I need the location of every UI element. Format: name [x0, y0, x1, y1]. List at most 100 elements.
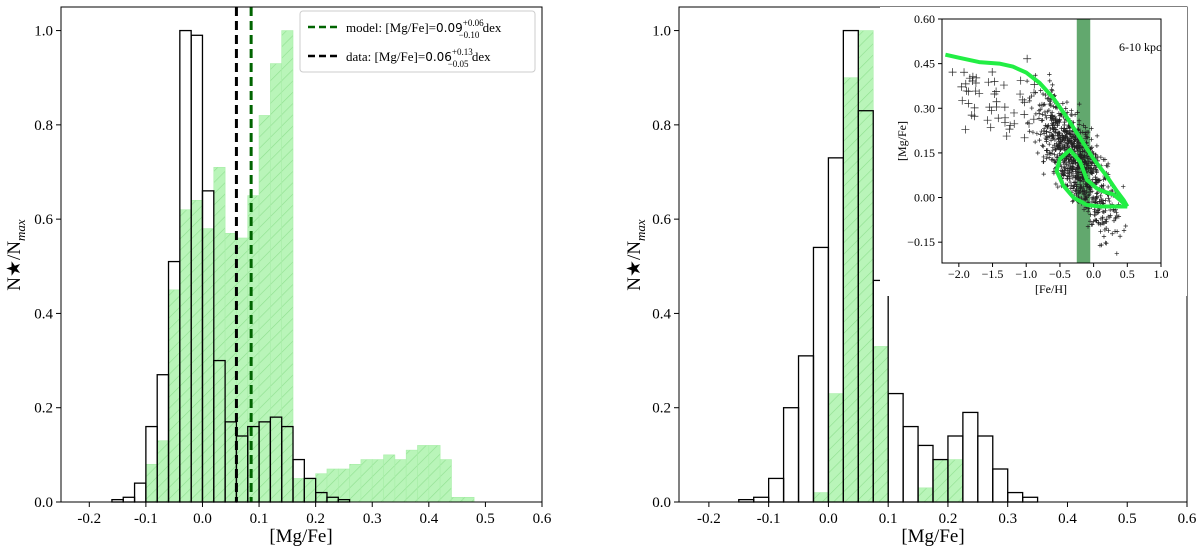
scatter-point	[1049, 87, 1054, 92]
scatter-point	[1096, 178, 1102, 183]
scatter-point	[1020, 98, 1029, 107]
scatter-point	[1081, 179, 1086, 184]
inset-y-axis-label: [Mg/Fe]	[895, 121, 909, 161]
scatter-point	[1087, 192, 1092, 197]
scatter-point	[1067, 131, 1072, 136]
right-y-label-main: N★/N	[624, 241, 645, 291]
right-x-ticks: -0.2 -0.1 0.0 0.1 0.2 0.3 0.4 0.5 0.6	[697, 502, 1197, 527]
scatter-point	[1092, 212, 1097, 218]
scatter-point	[1068, 157, 1073, 162]
scatter-point	[1098, 193, 1103, 199]
scatter-point	[1048, 138, 1054, 143]
left-median-lines	[234, 7, 253, 502]
scatter-point	[1055, 121, 1060, 127]
inset-x-tick-label: −2.0	[948, 267, 970, 281]
scatter-point	[1090, 222, 1095, 227]
model-bar	[813, 492, 829, 503]
scatter-point	[1037, 137, 1042, 143]
scatter-point	[1024, 78, 1030, 84]
scatter-point	[1075, 110, 1080, 115]
scatter-point	[1044, 152, 1050, 157]
scatter-point	[1121, 184, 1126, 189]
scatter-point	[1081, 184, 1086, 190]
model-bar	[349, 463, 362, 503]
scatter-point	[1050, 132, 1055, 138]
model-track-outer	[944, 52, 1130, 208]
scatter-point	[1114, 213, 1120, 219]
scatter-point	[1010, 119, 1019, 128]
scatter-point	[1062, 167, 1067, 173]
scatter-point	[1071, 159, 1077, 164]
scatter-point	[1076, 165, 1081, 170]
scatter-point	[1034, 131, 1040, 136]
scatter-point	[1040, 143, 1045, 148]
model-bar	[247, 195, 260, 503]
scatter-point	[1094, 143, 1100, 149]
scatter-point	[1043, 92, 1048, 98]
scatter-point	[1098, 155, 1104, 160]
x-tick-label: 0.5	[476, 511, 495, 527]
scatter-point	[1067, 179, 1073, 185]
scatter-point	[1010, 108, 1019, 117]
model-bar	[451, 496, 464, 503]
scatter-point	[1043, 112, 1048, 118]
right-y-label-sub: max	[633, 219, 648, 241]
y-tick-label: 0.4	[34, 306, 53, 322]
scatter-point	[1044, 115, 1049, 121]
scatter-point	[1068, 186, 1073, 191]
x-tick-label: 0.0	[819, 511, 838, 527]
scatter-point	[1053, 130, 1058, 135]
model-bar	[394, 459, 407, 503]
inset-x-ticks: −2.0 −1.5 −1.0 −0.5 0.0 0.5 1.0	[948, 263, 1169, 281]
scatter-point	[1089, 199, 1095, 205]
scatter-point	[1053, 127, 1059, 132]
scatter-point	[1105, 184, 1111, 190]
scatter-point	[964, 99, 973, 108]
scatter-point	[1062, 119, 1067, 125]
scatter-point	[1094, 133, 1100, 139]
inset-y-tick-label: 0.30	[914, 101, 935, 115]
scatter-point	[990, 90, 999, 99]
scatter-point	[1064, 99, 1070, 105]
scatter-point	[1052, 142, 1057, 148]
scatter-point	[1110, 231, 1115, 236]
scatter-point	[1044, 129, 1049, 135]
scatter-point	[1056, 144, 1061, 150]
scatter-point	[1081, 207, 1087, 212]
data-bar	[992, 468, 1009, 503]
scatter-point	[1084, 161, 1089, 167]
model-bar	[383, 454, 396, 503]
legend-model-value: 0.09	[436, 21, 463, 35]
scatter-point	[1103, 225, 1109, 231]
scatter-point	[1082, 158, 1088, 164]
data-bar	[133, 482, 147, 503]
model-bar	[213, 166, 226, 503]
scatter-point	[1093, 174, 1098, 180]
x-tick-label: 0.3	[363, 511, 382, 527]
model-bar	[292, 478, 305, 503]
model-bar	[828, 393, 844, 503]
model-bar	[236, 237, 249, 503]
scatter-point	[1067, 139, 1072, 144]
scatter-point	[1033, 73, 1038, 78]
scatter-point	[1085, 182, 1090, 188]
scatter-point	[971, 79, 980, 88]
scatter-point	[1105, 163, 1111, 169]
scatter-point	[1067, 176, 1072, 182]
x-tick-label: 0.2	[306, 511, 325, 527]
scatter-point	[1047, 141, 1052, 147]
inset-x-tick-label: 1.0	[1154, 267, 1169, 281]
scatter-point	[1027, 129, 1032, 134]
scatter-point	[1099, 184, 1105, 189]
x-tick-label: 0.6	[1178, 511, 1197, 527]
scatter-point	[1059, 126, 1064, 131]
model-bar	[857, 30, 874, 503]
x-tick-label: 0.1	[879, 511, 898, 527]
y-tick-label: 1.0	[652, 24, 671, 40]
scatter-point	[992, 97, 1001, 106]
scatter-point	[1056, 136, 1061, 142]
scatter-point	[1078, 177, 1083, 183]
scatter-point	[1066, 139, 1071, 145]
scatter-point	[958, 96, 967, 105]
inset-x-tick-label: 0.5	[1120, 267, 1135, 281]
